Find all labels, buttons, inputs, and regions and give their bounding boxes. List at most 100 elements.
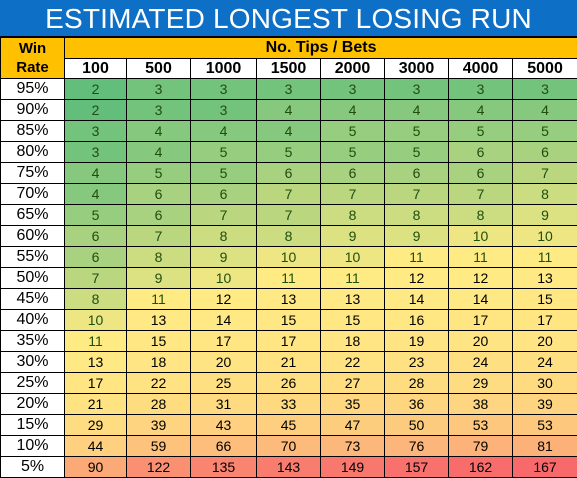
value-cell: 29 [449, 373, 513, 394]
value-cell: 4 [321, 100, 385, 121]
value-cell: 3 [321, 79, 385, 100]
value-cell: 4 [65, 163, 127, 184]
value-cell: 5 [257, 142, 321, 163]
value-cell: 53 [513, 415, 577, 436]
win-rate-cell: 50% [1, 268, 65, 289]
value-cell: 6 [257, 163, 321, 184]
win-rate-cell: 85% [1, 121, 65, 142]
value-cell: 22 [321, 352, 385, 373]
value-cell: 18 [127, 352, 191, 373]
value-cell: 21 [257, 352, 321, 373]
value-cell: 7 [513, 163, 577, 184]
value-cell: 17 [513, 310, 577, 331]
win-rate-cell: 65% [1, 205, 65, 226]
value-cell: 5 [321, 142, 385, 163]
value-cell: 162 [449, 457, 513, 478]
value-cell: 167 [513, 457, 577, 478]
value-cell: 38 [449, 394, 513, 415]
value-cell: 7 [257, 205, 321, 226]
value-cell: 11 [513, 247, 577, 268]
column-header: 2000 [321, 59, 385, 79]
value-cell: 8 [321, 205, 385, 226]
win-rate-cell: 55% [1, 247, 65, 268]
value-cell: 18 [321, 331, 385, 352]
value-cell: 20 [191, 352, 257, 373]
value-cell: 43 [191, 415, 257, 436]
value-cell: 44 [65, 436, 127, 457]
value-cell: 10 [191, 268, 257, 289]
column-header: 1000 [191, 59, 257, 79]
value-cell: 157 [385, 457, 449, 478]
value-cell: 76 [385, 436, 449, 457]
win-rate-header-line2: Rate [1, 58, 64, 77]
value-cell: 9 [127, 268, 191, 289]
sheet-title: ESTIMATED LONGEST LOSING RUN [0, 0, 577, 37]
value-cell: 15 [257, 310, 321, 331]
win-rate-cell: 20% [1, 394, 65, 415]
value-cell: 8 [127, 247, 191, 268]
value-cell: 45 [257, 415, 321, 436]
value-cell: 11 [65, 331, 127, 352]
value-cell: 10 [449, 226, 513, 247]
value-cell: 3 [385, 79, 449, 100]
value-cell: 122 [127, 457, 191, 478]
value-cell: 13 [257, 289, 321, 310]
value-cell: 6 [385, 163, 449, 184]
value-cell: 11 [257, 268, 321, 289]
value-cell: 135 [191, 457, 257, 478]
value-cell: 9 [321, 226, 385, 247]
value-cell: 4 [127, 121, 191, 142]
value-cell: 8 [191, 226, 257, 247]
value-cell: 47 [321, 415, 385, 436]
value-cell: 17 [65, 373, 127, 394]
value-cell: 3 [513, 79, 577, 100]
win-rate-cell: 25% [1, 373, 65, 394]
win-rate-cell: 10% [1, 436, 65, 457]
value-cell: 5 [191, 163, 257, 184]
value-cell: 6 [65, 247, 127, 268]
value-cell: 143 [257, 457, 321, 478]
value-cell: 90 [65, 457, 127, 478]
value-cell: 7 [127, 226, 191, 247]
win-rate-cell: 70% [1, 184, 65, 205]
value-cell: 33 [257, 394, 321, 415]
value-cell: 4 [257, 121, 321, 142]
value-cell: 79 [449, 436, 513, 457]
win-rate-cell: 80% [1, 142, 65, 163]
value-cell: 20 [513, 331, 577, 352]
value-cell: 12 [385, 268, 449, 289]
column-header: 5000 [513, 59, 577, 79]
win-rate-cell: 5% [1, 457, 65, 478]
value-cell: 4 [449, 100, 513, 121]
value-cell: 26 [257, 373, 321, 394]
value-cell: 8 [257, 226, 321, 247]
value-cell: 24 [513, 352, 577, 373]
column-header: 100 [65, 59, 127, 79]
value-cell: 2 [65, 79, 127, 100]
value-cell: 10 [513, 226, 577, 247]
value-cell: 5 [385, 121, 449, 142]
win-rate-cell: 30% [1, 352, 65, 373]
value-cell: 73 [321, 436, 385, 457]
value-cell: 3 [127, 79, 191, 100]
value-cell: 7 [191, 205, 257, 226]
value-cell: 17 [257, 331, 321, 352]
value-cell: 5 [321, 121, 385, 142]
win-rate-cell: 95% [1, 79, 65, 100]
win-rate-header: Win Rate [1, 38, 65, 79]
value-cell: 3 [65, 121, 127, 142]
value-cell: 8 [65, 289, 127, 310]
value-cell: 39 [513, 394, 577, 415]
value-cell: 4 [513, 100, 577, 121]
value-cell: 10 [65, 310, 127, 331]
